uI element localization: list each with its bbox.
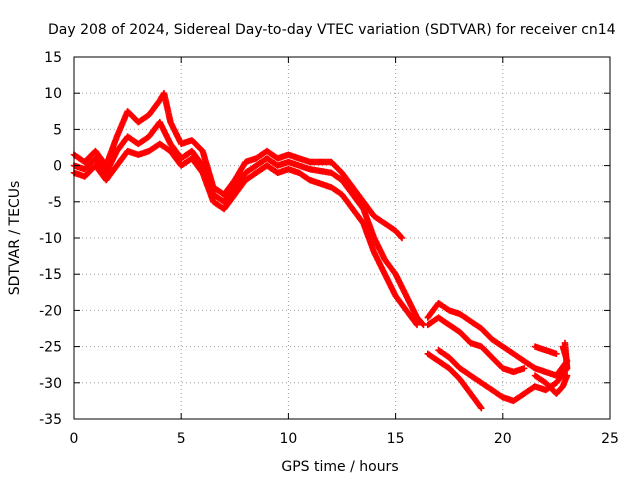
series-track-7 bbox=[435, 339, 571, 405]
x-tick-label: 10 bbox=[279, 431, 297, 447]
x-tick-label: 5 bbox=[177, 431, 186, 447]
series-track-6 bbox=[424, 350, 485, 412]
data-point bbox=[413, 320, 420, 327]
y-tick-label: 15 bbox=[44, 50, 62, 66]
chart-title: Day 208 of 2024, Sidereal Day-to-day VTE… bbox=[48, 22, 616, 38]
y-tick-label: -20 bbox=[39, 303, 62, 319]
y-tick-label: 5 bbox=[53, 122, 62, 138]
x-axis-label: GPS time / hours bbox=[281, 459, 398, 475]
data-point bbox=[521, 365, 528, 372]
series-track-3 bbox=[70, 140, 421, 329]
y-tick-label: -5 bbox=[48, 195, 62, 211]
x-tick-label: 15 bbox=[387, 431, 405, 447]
data-point bbox=[478, 404, 485, 412]
series-track-8 bbox=[531, 372, 571, 397]
data-point bbox=[413, 321, 421, 329]
y-axis-label: SDTVAR / TECUs bbox=[7, 181, 23, 296]
data-point bbox=[397, 233, 405, 241]
x-tick-label: 0 bbox=[70, 431, 79, 447]
data-marks bbox=[70, 90, 571, 412]
y-tick-label: -10 bbox=[39, 231, 62, 247]
tick-layer: 15 10 5 0 -5 -10 -15 -20 -25 -30 -35 0 5 10 15 20 25 bbox=[39, 50, 619, 447]
x-tick-label: 25 bbox=[601, 431, 619, 447]
y-tick-label: -35 bbox=[39, 412, 62, 428]
y-tick-label: 0 bbox=[53, 159, 62, 175]
data-point bbox=[563, 372, 571, 379]
data-point bbox=[398, 234, 406, 242]
x-tick-label: 20 bbox=[494, 431, 512, 447]
data-point bbox=[419, 320, 426, 327]
series-track-5 bbox=[424, 314, 528, 376]
y-tick-label: -30 bbox=[39, 376, 62, 392]
grid-layer bbox=[74, 57, 610, 419]
data-point bbox=[477, 403, 484, 411]
y-tick-label: -25 bbox=[39, 340, 62, 356]
y-tick-label: -15 bbox=[39, 267, 62, 283]
data-point bbox=[561, 339, 569, 347]
series-track-1 bbox=[70, 90, 406, 242]
series-track-9 bbox=[531, 343, 560, 358]
data-point bbox=[553, 350, 560, 358]
y-tick-label: 10 bbox=[44, 86, 62, 102]
